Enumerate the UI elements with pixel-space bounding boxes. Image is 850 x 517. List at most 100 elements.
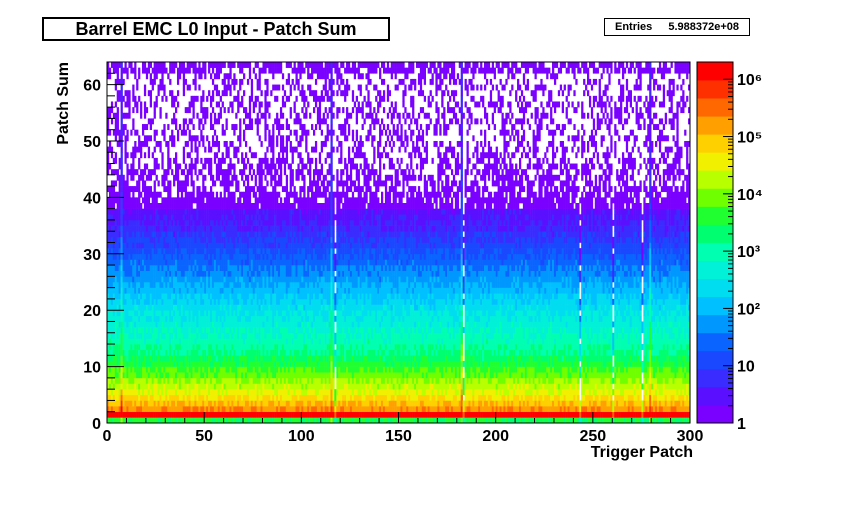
heatmap-cell bbox=[171, 372, 174, 379]
heatmap-cell bbox=[208, 140, 211, 147]
heatmap-cell bbox=[219, 219, 222, 226]
heatmap-cell bbox=[248, 276, 252, 283]
heatmap-cell bbox=[153, 157, 156, 164]
heatmap-cell bbox=[283, 287, 287, 294]
heatmap-cell bbox=[143, 400, 147, 407]
heatmap-cell bbox=[217, 338, 221, 345]
heatmap-cell bbox=[283, 265, 287, 271]
heatmap-cell bbox=[204, 327, 207, 334]
heatmap-cell bbox=[281, 203, 285, 209]
heatmap-cell bbox=[140, 169, 143, 176]
heatmap-cell bbox=[182, 417, 186, 424]
heatmap-cell bbox=[159, 219, 162, 226]
heatmap-cell bbox=[246, 180, 250, 187]
heatmap-cell bbox=[149, 231, 152, 238]
heatmap-cell bbox=[272, 231, 275, 238]
heatmap-cell bbox=[108, 276, 112, 283]
heatmap-cell bbox=[295, 315, 298, 322]
heatmap-cell bbox=[116, 321, 119, 328]
heatmap-cell bbox=[163, 377, 166, 384]
heatmap-cell bbox=[272, 377, 275, 384]
heatmap-cell bbox=[241, 152, 244, 159]
heatmap-cell bbox=[136, 366, 139, 373]
heatmap-cell bbox=[186, 389, 189, 396]
heatmap-cell bbox=[184, 349, 187, 356]
heatmap-cell bbox=[289, 281, 292, 288]
heatmap-cell bbox=[248, 383, 252, 390]
heatmap-cell bbox=[264, 417, 267, 424]
heatmap-cell bbox=[107, 287, 110, 294]
heatmap-cell bbox=[126, 389, 129, 396]
heatmap-cell bbox=[241, 366, 244, 373]
heatmap-cell bbox=[223, 248, 226, 255]
heatmap-cell bbox=[221, 203, 224, 209]
heatmap-cell bbox=[202, 377, 205, 384]
heatmap-cell bbox=[136, 276, 139, 283]
heatmap-cell bbox=[186, 411, 189, 418]
heatmap-cell bbox=[188, 321, 191, 328]
heatmap-cell bbox=[243, 360, 246, 367]
heatmap-cell bbox=[252, 377, 255, 384]
heatmap-cell bbox=[110, 265, 114, 271]
heatmap-cell bbox=[157, 310, 160, 317]
heatmap-cell bbox=[120, 101, 123, 108]
heatmap-cell bbox=[272, 372, 275, 379]
heatmap-cell bbox=[175, 366, 178, 373]
heatmap-cell bbox=[200, 298, 203, 305]
heatmap-cell bbox=[145, 203, 149, 209]
heatmap-cell bbox=[208, 191, 211, 198]
heatmap-cell bbox=[208, 90, 211, 97]
heatmap-cell bbox=[167, 338, 170, 345]
heatmap-cell bbox=[173, 338, 176, 345]
heatmap-cell bbox=[229, 203, 232, 209]
heatmap-cell bbox=[246, 236, 250, 243]
heatmap-cell bbox=[285, 355, 289, 362]
heatmap-cell bbox=[118, 242, 121, 249]
heatmap-cell bbox=[143, 180, 147, 187]
heatmap-cell bbox=[276, 287, 279, 294]
heatmap-cell bbox=[266, 411, 269, 418]
heatmap-cell bbox=[293, 253, 296, 260]
heatmap-cell bbox=[145, 248, 149, 255]
heatmap-cell bbox=[291, 355, 294, 362]
heatmap-cell bbox=[241, 372, 244, 379]
heatmap-cell bbox=[130, 67, 133, 74]
heatmap-cell bbox=[289, 214, 292, 221]
heatmap-cell bbox=[108, 146, 112, 153]
heatmap-cell bbox=[258, 169, 261, 176]
heatmap-cell bbox=[196, 146, 199, 153]
heatmap-cell bbox=[211, 242, 215, 249]
heatmap-cell bbox=[237, 389, 240, 396]
heatmap-cell bbox=[276, 180, 279, 187]
heatmap-cell bbox=[274, 383, 277, 390]
heatmap-cell bbox=[192, 67, 195, 74]
heatmap-cell bbox=[184, 140, 187, 147]
heatmap-cell bbox=[227, 174, 230, 181]
heatmap-cell bbox=[124, 140, 127, 147]
heatmap-cell bbox=[186, 140, 189, 147]
heatmap-cell bbox=[196, 360, 199, 367]
heatmap-cell bbox=[167, 180, 170, 187]
heatmap-cell bbox=[112, 225, 116, 232]
heatmap-cell bbox=[211, 400, 215, 407]
heatmap-cell bbox=[153, 360, 156, 367]
heatmap-cell bbox=[274, 281, 277, 288]
heatmap-cell bbox=[176, 163, 180, 170]
heatmap-cell bbox=[124, 208, 127, 215]
heatmap-cell bbox=[289, 180, 292, 187]
heatmap-cell bbox=[173, 360, 176, 367]
heatmap-cell bbox=[110, 417, 114, 424]
heatmap-cell bbox=[215, 225, 219, 232]
heatmap-cell bbox=[250, 95, 254, 102]
heatmap-cell bbox=[196, 281, 199, 288]
heatmap-cell bbox=[221, 355, 224, 362]
stats-entries-value: 5.988372e+08 bbox=[668, 21, 739, 33]
heatmap-cell bbox=[211, 140, 215, 147]
heatmap-cell bbox=[204, 62, 207, 68]
heatmap-cell bbox=[233, 242, 236, 249]
heatmap-cell bbox=[153, 366, 156, 373]
heatmap-cell bbox=[262, 298, 265, 305]
heatmap-cell bbox=[180, 389, 184, 396]
heatmap-cell bbox=[157, 163, 160, 170]
heatmap-cell bbox=[258, 231, 261, 238]
